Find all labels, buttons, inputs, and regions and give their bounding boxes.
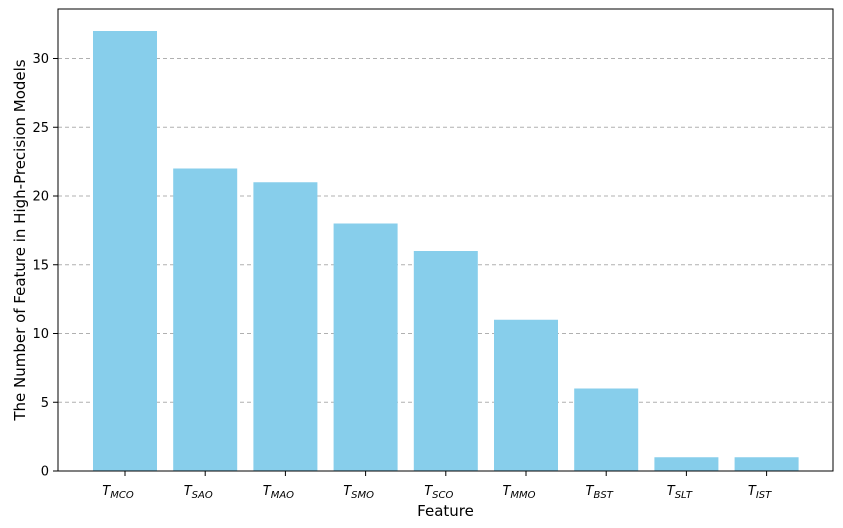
x-tick-label: TSMO (343, 484, 374, 501)
x-axis-label: Feature (417, 502, 474, 520)
bar-mmo (494, 319, 558, 471)
y-tick-label: 15 (32, 258, 49, 273)
bar-sco (413, 251, 478, 471)
y-tick-label: 20 (32, 190, 49, 205)
y-tick-label: 5 (41, 396, 49, 411)
y-axis-label: The Number of Feature in High-Precision … (11, 59, 29, 421)
y-tick-label: 30 (32, 52, 49, 67)
x-tick-label: TIST (748, 484, 772, 501)
bar-mao (253, 182, 318, 471)
x-axis: TMCO TSAO TMAO TSMO TSCO TMMO TBST TSLT TIST (102, 471, 772, 501)
x-tick-label: TSAO (184, 484, 213, 501)
y-tick-label: 0 (41, 465, 49, 480)
y-axis: 0 5 10 15 20 25 30 (32, 52, 58, 480)
x-tick-label: TMMO (502, 484, 535, 501)
x-tick-label: TMAO (263, 484, 294, 501)
y-tick-label: 10 (32, 327, 49, 342)
bar-mco (93, 31, 157, 471)
x-tick-label: TBST (586, 484, 614, 501)
bar-smo (333, 223, 398, 471)
bar-ist (734, 457, 799, 471)
x-tick-label: TSLT (667, 484, 693, 501)
bar-slt (654, 457, 719, 471)
x-tick-label: TSCO (424, 484, 453, 501)
x-tick-label: TMCO (102, 484, 134, 501)
bar-bst (574, 388, 639, 471)
y-tick-label: 25 (32, 121, 49, 136)
bar-sao (173, 168, 238, 471)
bars (93, 31, 799, 471)
